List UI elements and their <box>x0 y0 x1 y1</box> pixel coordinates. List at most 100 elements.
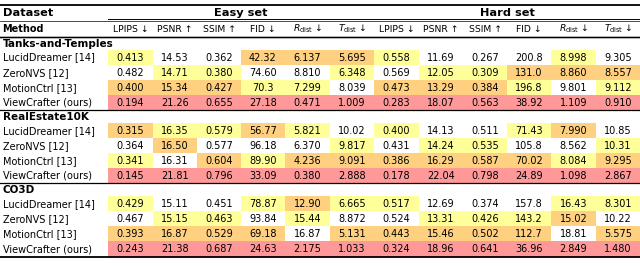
Text: 0.655: 0.655 <box>205 98 233 108</box>
Bar <box>507 123 551 138</box>
Text: 93.84: 93.84 <box>249 214 276 224</box>
Text: 0.796: 0.796 <box>205 171 233 181</box>
Text: 0.374: 0.374 <box>471 199 499 209</box>
Bar <box>419 168 463 184</box>
Bar <box>330 95 374 110</box>
Text: 70.02: 70.02 <box>515 156 543 166</box>
Bar <box>551 95 596 110</box>
Text: 14.13: 14.13 <box>428 126 455 136</box>
Bar <box>551 153 596 168</box>
Bar <box>551 211 596 226</box>
Text: 0.427: 0.427 <box>205 83 233 93</box>
Text: 0.517: 0.517 <box>383 199 410 209</box>
Bar <box>551 196 596 211</box>
Text: 143.2: 143.2 <box>515 214 543 224</box>
Text: 0.641: 0.641 <box>471 244 499 254</box>
Bar <box>108 242 153 256</box>
Text: RealEstate10K: RealEstate10K <box>3 112 88 122</box>
Text: 2.867: 2.867 <box>604 171 632 181</box>
Bar <box>108 95 153 110</box>
Text: 8.872: 8.872 <box>338 214 366 224</box>
Text: 1.009: 1.009 <box>339 98 366 108</box>
Text: 8.810: 8.810 <box>294 68 321 78</box>
Text: MotionCtrl [13]: MotionCtrl [13] <box>3 156 76 166</box>
Text: 10.85: 10.85 <box>604 126 632 136</box>
Text: 10.02: 10.02 <box>338 126 366 136</box>
Text: 15.11: 15.11 <box>161 199 189 209</box>
Bar <box>197 95 241 110</box>
Bar <box>374 80 419 95</box>
Text: 18.81: 18.81 <box>560 229 588 239</box>
Bar <box>419 65 463 80</box>
Bar <box>463 211 507 226</box>
Text: 12.90: 12.90 <box>294 199 321 209</box>
Bar <box>330 242 374 256</box>
Text: 0.194: 0.194 <box>117 98 145 108</box>
Bar <box>330 138 374 153</box>
Text: Method: Method <box>3 24 44 34</box>
Bar <box>241 168 285 184</box>
Bar <box>596 80 640 95</box>
Text: 8.084: 8.084 <box>560 156 588 166</box>
Bar <box>241 95 285 110</box>
Bar <box>507 168 551 184</box>
Text: 0.910: 0.910 <box>604 98 632 108</box>
Text: 196.8: 196.8 <box>515 83 543 93</box>
Text: FID ↓: FID ↓ <box>250 25 276 34</box>
Text: 15.34: 15.34 <box>161 83 189 93</box>
Text: 0.324: 0.324 <box>383 244 410 254</box>
Text: 2.888: 2.888 <box>338 171 366 181</box>
Text: 5.821: 5.821 <box>294 126 321 136</box>
Text: LucidDreamer [14]: LucidDreamer [14] <box>3 126 95 136</box>
Text: 16.50: 16.50 <box>161 141 189 151</box>
Text: 0.362: 0.362 <box>205 53 233 63</box>
Text: 0.451: 0.451 <box>205 199 233 209</box>
Text: ViewCrafter (ours): ViewCrafter (ours) <box>3 98 92 108</box>
Text: CO3D: CO3D <box>3 185 35 195</box>
Bar <box>330 50 374 65</box>
Text: 0.524: 0.524 <box>383 214 410 224</box>
Bar <box>374 226 419 242</box>
Text: 74.60: 74.60 <box>249 68 276 78</box>
Text: 7.299: 7.299 <box>294 83 321 93</box>
Text: 6.348: 6.348 <box>339 68 366 78</box>
Bar <box>551 168 596 184</box>
Text: 96.18: 96.18 <box>249 141 276 151</box>
Text: 15.46: 15.46 <box>428 229 455 239</box>
Text: 131.0: 131.0 <box>515 68 543 78</box>
Text: 14.53: 14.53 <box>161 53 189 63</box>
Text: 14.71: 14.71 <box>161 68 189 78</box>
Text: 6.137: 6.137 <box>294 53 321 63</box>
Text: 5.131: 5.131 <box>338 229 366 239</box>
Text: PSNR ↑: PSNR ↑ <box>157 25 193 34</box>
Text: 12.69: 12.69 <box>428 199 455 209</box>
Bar <box>241 153 285 168</box>
Text: 0.687: 0.687 <box>205 244 233 254</box>
Bar <box>108 168 153 184</box>
Text: 15.44: 15.44 <box>294 214 321 224</box>
Bar <box>285 80 330 95</box>
Bar <box>153 211 197 226</box>
Text: ZeroNVS [12]: ZeroNVS [12] <box>3 141 68 151</box>
Bar <box>285 242 330 256</box>
Bar <box>330 65 374 80</box>
Text: 7.990: 7.990 <box>560 126 588 136</box>
Text: 70.3: 70.3 <box>252 83 274 93</box>
Text: 10.31: 10.31 <box>604 141 632 151</box>
Text: 9.305: 9.305 <box>604 53 632 63</box>
Bar <box>241 123 285 138</box>
Text: 0.482: 0.482 <box>116 68 145 78</box>
Bar <box>153 226 197 242</box>
Bar <box>507 226 551 242</box>
Text: 0.413: 0.413 <box>117 53 145 63</box>
Bar <box>463 65 507 80</box>
Bar <box>153 123 197 138</box>
Bar <box>596 95 640 110</box>
Bar <box>374 242 419 256</box>
Text: 0.400: 0.400 <box>117 83 145 93</box>
Text: 16.35: 16.35 <box>161 126 189 136</box>
Bar <box>463 138 507 153</box>
Text: 8.039: 8.039 <box>339 83 366 93</box>
Text: 9.295: 9.295 <box>604 156 632 166</box>
Text: 0.558: 0.558 <box>383 53 410 63</box>
